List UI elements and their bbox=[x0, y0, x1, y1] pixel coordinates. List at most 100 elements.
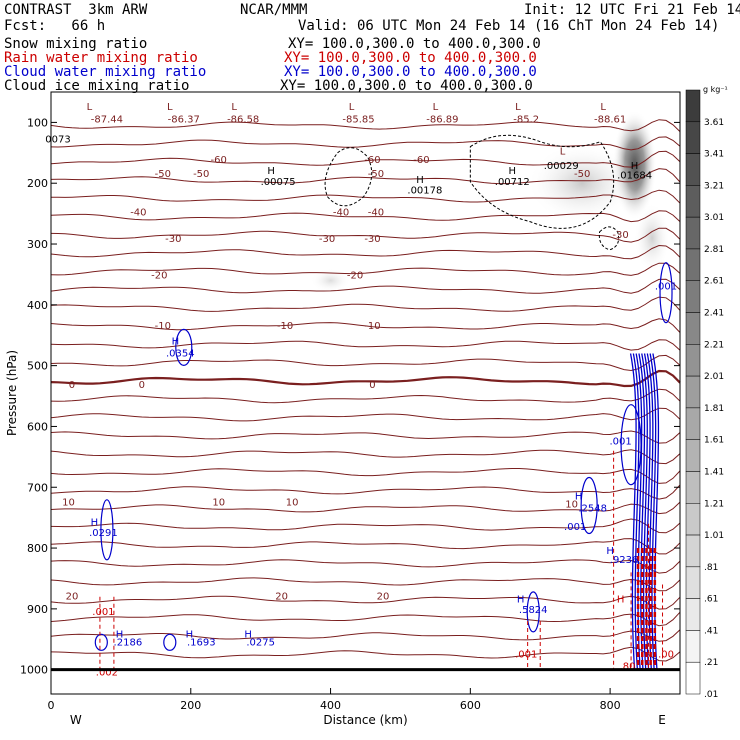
temperature-contour-line bbox=[50, 484, 681, 500]
colorbar-label: 3.01 bbox=[704, 213, 724, 223]
temperature-label: -10 bbox=[155, 321, 171, 332]
cloud-ice-label: 0073 bbox=[45, 134, 70, 145]
temperature-contour-line bbox=[50, 296, 681, 312]
cloud-ice-contour bbox=[598, 226, 620, 251]
high-marker: H bbox=[267, 166, 275, 177]
high-marker: H bbox=[172, 336, 180, 347]
temperature-label: -60 bbox=[364, 155, 380, 166]
temperature-label: -40 bbox=[130, 207, 146, 218]
header-title: CONTRAST 3km ARW bbox=[4, 2, 148, 18]
temperature-label: -86.89 bbox=[426, 114, 458, 125]
colorbar-label: 1.81 bbox=[704, 404, 724, 414]
x-tick-label: 200 bbox=[180, 699, 201, 712]
y-tick-label: 100 bbox=[27, 116, 48, 129]
colorbar-swatch bbox=[685, 566, 701, 599]
colorbar-swatch bbox=[685, 534, 701, 568]
temperature-label: -50 bbox=[368, 169, 384, 180]
colorbar-swatch bbox=[685, 630, 701, 663]
temperature-label: 0 bbox=[69, 380, 75, 391]
low-marker: L bbox=[231, 102, 237, 113]
temperature-label: -30 bbox=[364, 234, 380, 245]
cloud-water-contour bbox=[100, 499, 114, 561]
cloud-ice-contours bbox=[324, 134, 620, 251]
high-marker: H bbox=[244, 629, 252, 640]
colorbar-label: 2.21 bbox=[704, 340, 724, 350]
temperature-contour-line bbox=[50, 318, 681, 333]
temperature-contour-line bbox=[50, 629, 681, 642]
cloud-water-column-line bbox=[641, 353, 648, 670]
colorbar-label: 1.21 bbox=[704, 499, 724, 509]
temperature-contour-line bbox=[50, 388, 681, 404]
colorbar-swatch bbox=[685, 661, 701, 695]
high-marker: H bbox=[631, 161, 639, 172]
temperature-label: -85.85 bbox=[342, 114, 374, 125]
high-marker: H bbox=[186, 629, 194, 640]
cloud-water-label: .0354 bbox=[166, 348, 195, 359]
temperature-contour-line bbox=[50, 577, 681, 592]
x-tick-label: 600 bbox=[460, 699, 481, 712]
colorbar-swatch bbox=[685, 503, 701, 536]
field-snow-name: Snow mixing ratio bbox=[4, 36, 148, 52]
colorbar-swatch bbox=[685, 312, 701, 345]
high-marker: H bbox=[617, 595, 625, 606]
cloud-ice-label: .00712 bbox=[495, 177, 530, 188]
temperature-contours bbox=[50, 119, 681, 662]
cloud-ice-label: .00029 bbox=[544, 161, 579, 172]
temperature-contour-line bbox=[50, 354, 681, 372]
temperature-contour-line bbox=[50, 136, 681, 151]
temperature-label: 20 bbox=[377, 592, 390, 603]
temperature-label: 20 bbox=[66, 592, 79, 603]
temperature-contour-line bbox=[50, 227, 681, 243]
colorbar-swatch bbox=[685, 280, 701, 313]
colorbar-label: 2.01 bbox=[704, 372, 724, 382]
low-marker: L bbox=[560, 147, 566, 158]
temperature-label: -50 bbox=[574, 169, 590, 180]
temperature-label: -30 bbox=[165, 234, 181, 245]
field-snow-xy: XY= 100.0,300.0 to 400.0,300.0 bbox=[288, 36, 541, 52]
colorbar-label: 1.61 bbox=[704, 436, 724, 446]
temperature-label: -20 bbox=[151, 271, 167, 282]
header-valid: Valid: 06 UTC Mon 24 Feb 14 (16 ChT Mon … bbox=[298, 18, 720, 34]
snow-shade-halo bbox=[527, 143, 638, 224]
header-fcst: Fcst: 66 h bbox=[4, 18, 106, 34]
high-marker: H bbox=[91, 518, 99, 529]
colorbar-swatch bbox=[685, 248, 701, 281]
field-cloudice-xy: XY= 100.0,300.0 to 400.0,300.0 bbox=[280, 78, 533, 94]
header-init: Init: 12 UTC Fri 21 Feb 14 bbox=[524, 2, 740, 18]
temperature-contour-line bbox=[50, 595, 681, 610]
colorbar-label: 1.41 bbox=[704, 467, 724, 477]
temperature-label: -30 bbox=[612, 230, 628, 241]
temperature-label: -87.44 bbox=[91, 114, 123, 125]
temperature-contour-line bbox=[50, 189, 681, 204]
cloud-water-contour bbox=[175, 328, 193, 366]
temperature-contour-line bbox=[50, 168, 681, 185]
y-tick-label: 500 bbox=[27, 360, 48, 373]
colorbar-label: 2.61 bbox=[704, 277, 724, 287]
rain-label: .001 bbox=[515, 649, 537, 660]
field-cloudwater-name: Cloud water mixing ratio bbox=[4, 64, 207, 80]
cloud-water-contour bbox=[580, 476, 598, 535]
cloud-ice-contour bbox=[469, 134, 615, 229]
cloud-water-contour bbox=[163, 633, 177, 651]
cloud-water-label: .2548 bbox=[578, 504, 607, 515]
temperature-label: -85.2 bbox=[513, 114, 539, 125]
temperature-label: 10 bbox=[565, 499, 578, 510]
colorbar-label: .41 bbox=[704, 626, 718, 636]
cloud-water-contours bbox=[94, 262, 673, 670]
colorbar-label: .81 bbox=[704, 563, 718, 573]
cloud-water-label: .0291 bbox=[89, 528, 118, 539]
low-marker: L bbox=[600, 102, 606, 113]
colorbar-label: 3.41 bbox=[704, 150, 724, 160]
temperature-contour-line bbox=[50, 150, 681, 168]
y-tick-label: 900 bbox=[27, 603, 48, 616]
field-rain-name: Rain water mixing ratio bbox=[4, 50, 198, 66]
temperature-contour-line bbox=[50, 339, 681, 351]
high-marker: H bbox=[606, 546, 614, 557]
temperature-label: -30 bbox=[319, 234, 335, 245]
colorbar-label: 2.81 bbox=[704, 245, 724, 255]
colorbar-label: 3.61 bbox=[704, 118, 724, 128]
low-marker: L bbox=[349, 102, 355, 113]
temperature-contour-line bbox=[50, 449, 681, 465]
colorbar-swatch bbox=[685, 439, 701, 472]
